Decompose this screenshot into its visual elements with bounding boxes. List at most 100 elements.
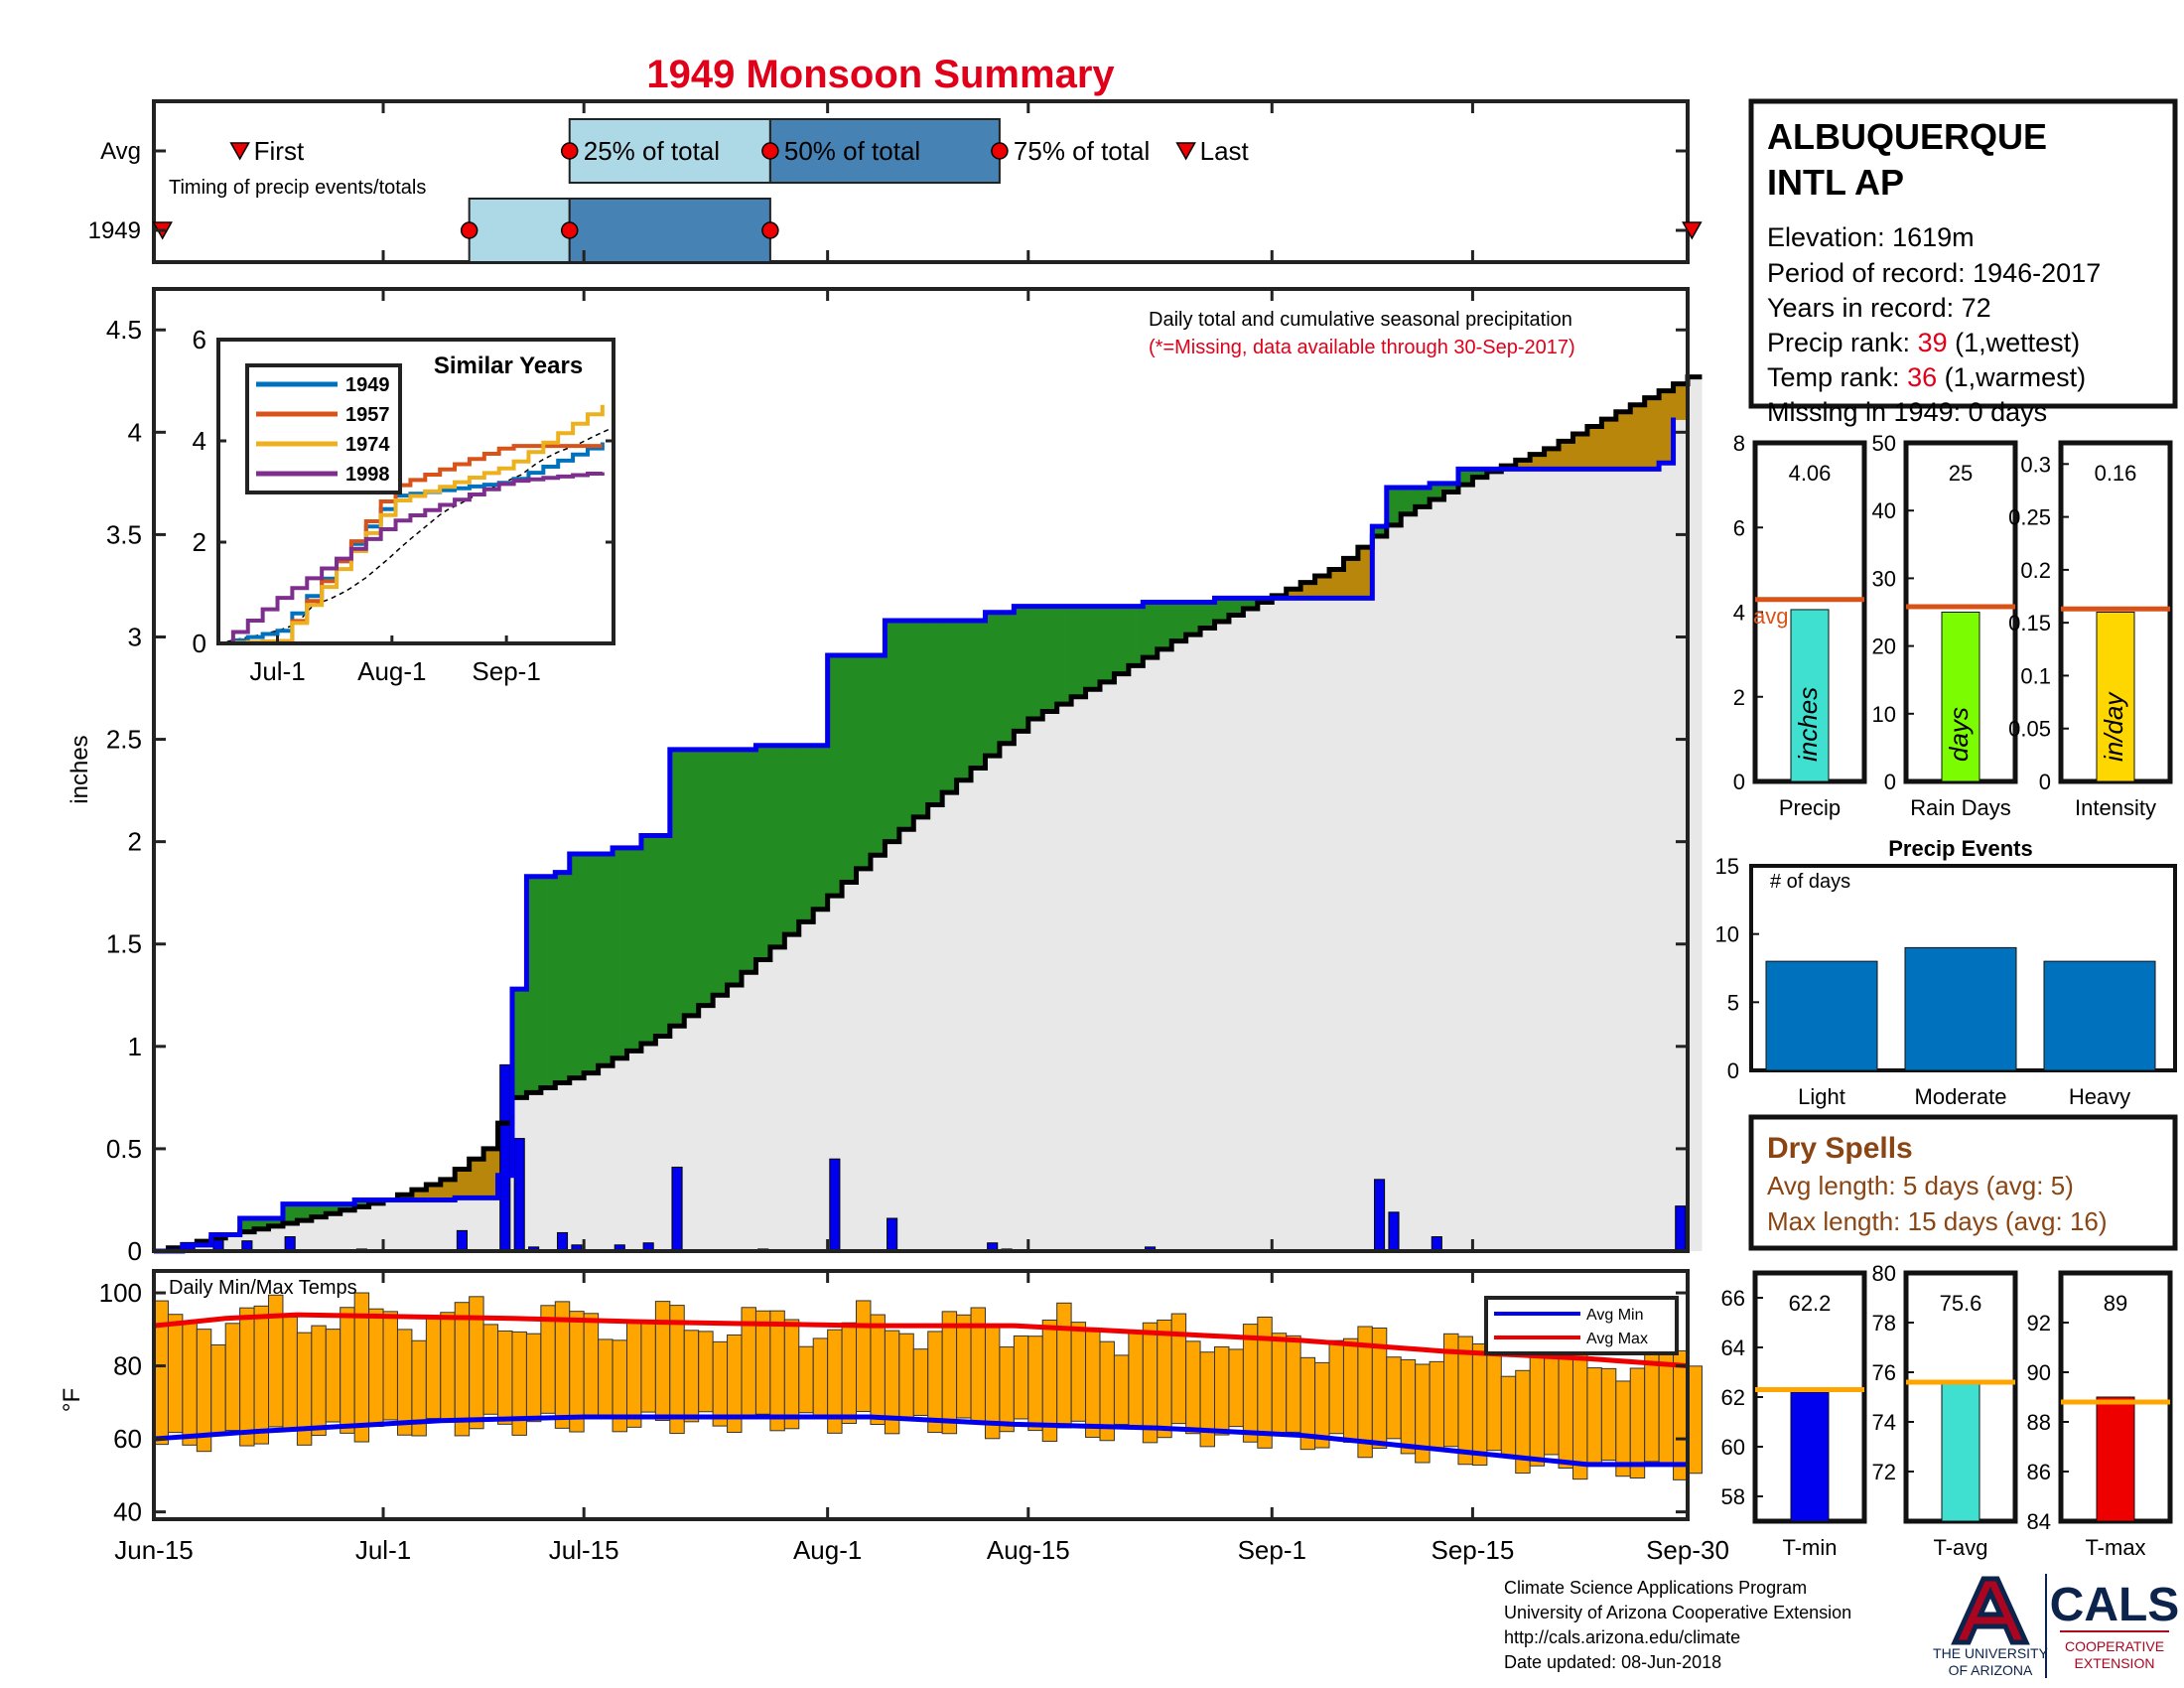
precip-panel-1-label: Rain Days <box>1910 795 2010 820</box>
above-average-area <box>640 835 656 1044</box>
timing-marks: First 25% of total 50% of total 75% of tota… <box>152 118 1703 263</box>
daily-temp-bar <box>368 1308 384 1428</box>
daily-temp-bar <box>712 1340 729 1427</box>
inset-legend-label: 1974 <box>345 434 390 456</box>
daily-precip-bar <box>1431 1236 1442 1252</box>
daily-precip-bar <box>513 1138 525 1252</box>
below-average-area <box>1357 547 1373 599</box>
daily-temp-bar <box>625 1322 642 1428</box>
below-average-area <box>426 1184 442 1200</box>
footer-line3: http://cals.arizona.edu/climate <box>1504 1627 1740 1647</box>
daily-temp-bar <box>1128 1331 1144 1427</box>
daily-temp-bar <box>1544 1351 1560 1456</box>
below-average-area <box>1615 411 1631 470</box>
temp-panel-1-label: T-avg <box>1933 1535 1987 1560</box>
avg-first-marker-icon <box>229 142 250 161</box>
daily-temp-bar <box>1013 1335 1029 1420</box>
above-average-area <box>1128 606 1144 666</box>
precip-avg-label: avg <box>1753 604 1788 629</box>
above-average-area <box>1443 483 1459 492</box>
temp-legend: Avg Min Avg Max <box>1484 1296 1679 1355</box>
daily-temp-bar <box>396 1329 413 1436</box>
timing-caption: Timing of precip events/totals <box>169 177 426 199</box>
temp-panel-1-bar <box>1941 1381 1980 1522</box>
precip-panel-0-tick-label: 0 <box>1733 770 1745 794</box>
date-tick-label: Jul-1 <box>355 1535 411 1565</box>
temp-chart: 40 60 80 100 Daily Min/Max Temps °F Avg Min… <box>59 1269 1703 1527</box>
above-average-area <box>540 876 556 1088</box>
above-average-area <box>1085 606 1101 690</box>
1949-25pct-marker <box>460 221 478 239</box>
above-average-area <box>1243 598 1259 609</box>
above-average-area <box>1014 606 1029 732</box>
date-tick-label: Jul-15 <box>549 1535 619 1565</box>
above-average-area <box>1472 469 1488 478</box>
daily-temp-bar <box>1056 1302 1072 1429</box>
precip-panel-1-tick-label: 10 <box>1872 702 1896 727</box>
daily-temp-bar <box>1471 1342 1488 1467</box>
inset-y-ticks: 0 2 4 6 <box>193 325 614 658</box>
daily-temp-bar <box>282 1316 298 1432</box>
cumulative-1949-line <box>154 417 1677 1254</box>
daily-precip-bar <box>284 1236 296 1252</box>
daily-temp-bar <box>1170 1313 1187 1425</box>
daily-precip-bar <box>829 1158 841 1252</box>
precip-panel-1-bar <box>1941 612 1980 782</box>
daily-temp-bar <box>1429 1360 1445 1450</box>
above-average-area <box>927 620 943 805</box>
precip-panel-2-tick-label: 0.3 <box>2020 452 2051 477</box>
daily-temp-bar <box>239 1307 255 1447</box>
timing-row-avg-label: Avg <box>100 138 141 165</box>
legend-avg-min: Avg Min <box>1586 1307 1644 1324</box>
daily-temp-bar <box>1214 1345 1230 1436</box>
main-y-tick-label: 4.5 <box>106 315 142 345</box>
daily-temp-bar <box>1486 1348 1502 1452</box>
inset-x-tick-label: Jul-1 <box>249 656 305 686</box>
daily-temp-bar <box>1271 1333 1288 1434</box>
precip-panel-1-tick-label: 30 <box>1872 566 1896 591</box>
temp-y-ticks: 40 60 80 100 <box>99 1278 1688 1527</box>
daily-temp-bar <box>812 1337 829 1420</box>
temp-y-tick-label: 40 <box>113 1497 142 1527</box>
daily-temp-bar <box>454 1302 471 1437</box>
temp-y-tick-label: 100 <box>99 1278 142 1308</box>
inset-title: Similar Years <box>434 352 583 379</box>
avg-50-75-box <box>768 118 1001 184</box>
daily-temp-bar <box>1228 1348 1244 1428</box>
main-caption-missing: (*=Missing, data available through 30-Se… <box>1149 337 1575 358</box>
temp-panel-2-value: 89 <box>2104 1291 2127 1316</box>
precip-events-ylabel: # of days <box>1770 871 1850 893</box>
precip-summary-panels: 4.06 inches Precip 0 2 4 6 8 25 days Rain Days 0 10 2… <box>1733 431 2173 820</box>
temp-panel-0-tick-label: 66 <box>1721 1286 1745 1311</box>
main-y-tick-label: 3.5 <box>106 519 142 549</box>
temp-panel-0-bar <box>1790 1391 1830 1522</box>
below-average-area <box>1586 426 1602 470</box>
daily-temp-bar <box>440 1312 456 1421</box>
arizona-a-logo-icon <box>1951 1576 2030 1645</box>
temp-panel-0-value: 62.2 <box>1789 1291 1832 1316</box>
inset-legend: 1949 1957 1974 1998 <box>256 374 390 486</box>
above-average-area <box>282 1203 298 1223</box>
dry-spells-title: Dry Spells <box>1767 1132 1913 1165</box>
above-average-area <box>268 1218 284 1226</box>
station-name-line1: ALBUQUERQUE <box>1767 116 2047 157</box>
below-average-area <box>1530 454 1546 470</box>
avg-75pct-marker <box>991 142 1009 160</box>
dry-spells-max: Max length: 15 days (avg: 16) <box>1767 1206 2108 1236</box>
temp-panel-2-label: T-max <box>2085 1535 2145 1560</box>
timing-row-1949-label: 1949 <box>88 217 141 244</box>
above-average-area <box>1200 602 1216 629</box>
cals-wordmark: CALS <box>2050 1579 2180 1631</box>
precip-event-bar <box>1904 946 2017 1071</box>
main-y-ticks: 0 0.5 1 1.5 2 2.5 3 3.5 4 4.5 <box>106 315 1688 1266</box>
precip-panel-2-tick-label: 0.25 <box>2008 505 2051 530</box>
above-average-area <box>1071 606 1087 697</box>
temp-chart-title: Daily Min/Max Temps <box>169 1277 357 1299</box>
precip-panel-2-unit: in/day <box>2099 691 2128 762</box>
daily-temp-bar <box>497 1330 513 1425</box>
daily-temp-bar <box>224 1323 241 1432</box>
below-average-area <box>483 1148 499 1198</box>
below-average-area <box>1544 448 1560 470</box>
